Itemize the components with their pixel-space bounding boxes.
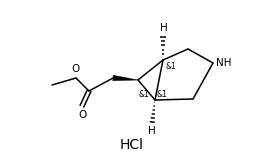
Text: H: H: [148, 126, 156, 136]
Text: NH: NH: [216, 58, 232, 68]
Text: H: H: [160, 23, 168, 33]
Polygon shape: [113, 75, 138, 81]
Text: HCl: HCl: [120, 138, 144, 152]
Text: O: O: [71, 64, 79, 74]
Text: &1: &1: [139, 90, 150, 99]
Text: O: O: [79, 110, 87, 120]
Text: &1: &1: [157, 90, 168, 99]
Text: &1: &1: [166, 62, 177, 71]
